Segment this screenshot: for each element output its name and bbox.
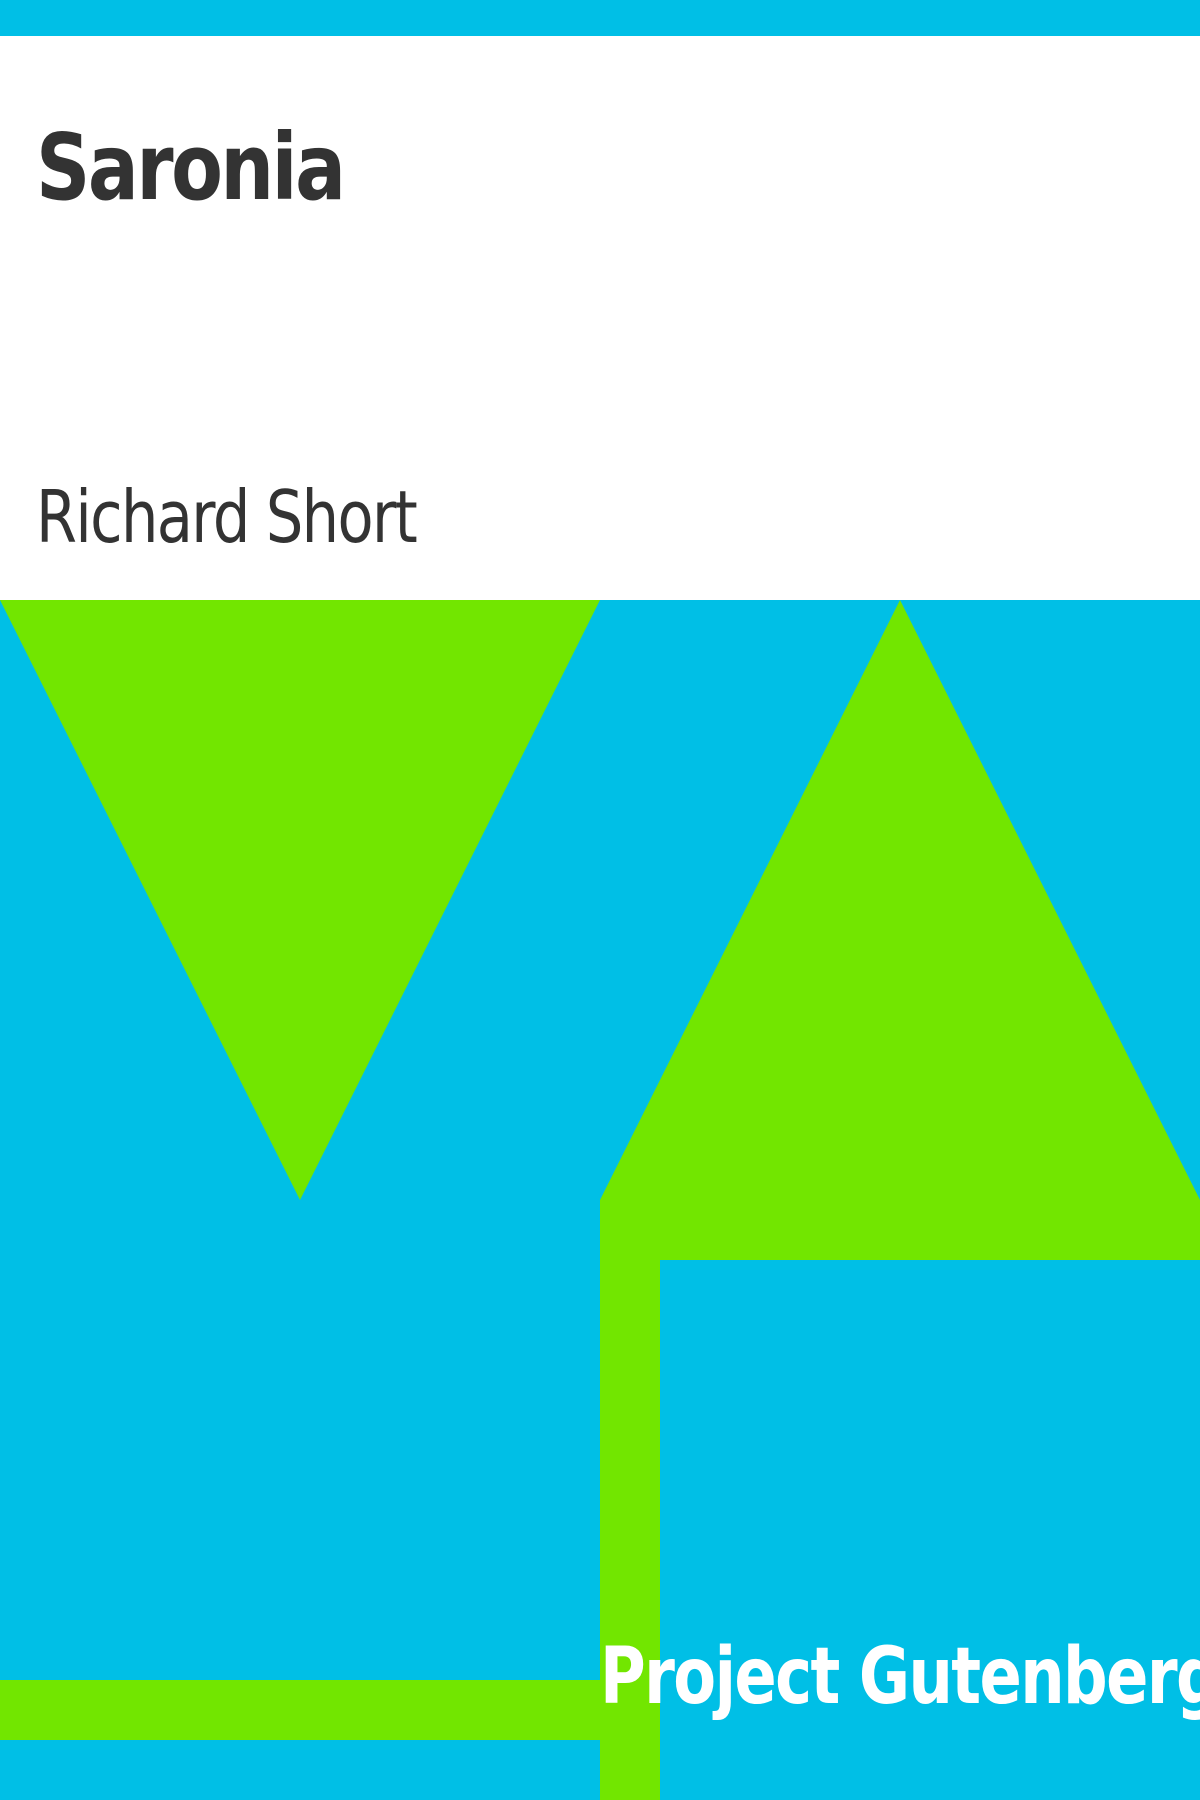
art-bottom-band [0,1680,600,1740]
cover-artwork [0,600,1200,1800]
art-triangle-down [0,600,600,1200]
title-panel: Saronia Richard Short [0,36,1200,600]
top-color-strip [0,0,1200,36]
publisher-name: Project Gutenberg [600,1632,1200,1722]
art-triangle-up [600,600,1200,1200]
art-block-band-left [600,1200,660,1800]
book-title: Saronia [36,114,346,221]
book-author: Richard Short [36,475,418,559]
art-block-band-top [600,1200,1200,1260]
